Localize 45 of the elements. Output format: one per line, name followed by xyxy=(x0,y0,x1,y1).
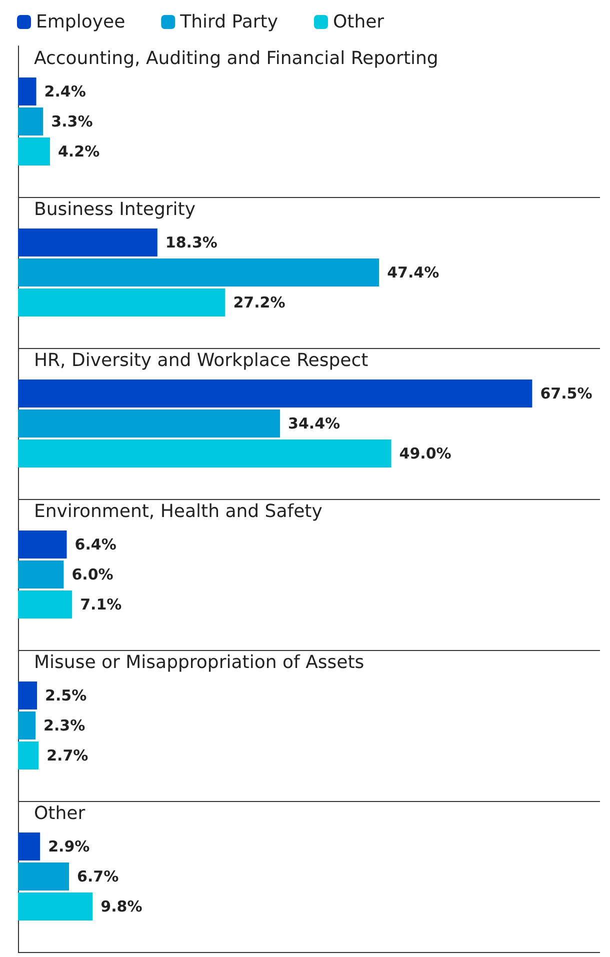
data-label: 7.1% xyxy=(80,595,122,614)
data-label: 27.2% xyxy=(233,293,286,312)
data-label: 4.2% xyxy=(58,142,100,160)
bar xyxy=(18,682,38,710)
bar xyxy=(18,712,36,740)
bar xyxy=(18,892,93,920)
bar xyxy=(18,741,39,770)
bar xyxy=(18,590,72,618)
bar xyxy=(18,108,44,136)
y-tick-label: Environment, Health and Safety xyxy=(34,501,323,522)
bar xyxy=(18,439,392,468)
bar xyxy=(18,258,380,286)
data-label: 2.3% xyxy=(44,716,86,734)
bar xyxy=(18,137,50,166)
data-label: 34.4% xyxy=(288,414,340,432)
y-tick-label: Business Integrity xyxy=(34,199,196,220)
data-label: 6.4% xyxy=(74,536,116,554)
y-tick-label: Other xyxy=(34,803,86,824)
data-label: 2.9% xyxy=(48,838,90,856)
bar xyxy=(18,560,64,588)
data-label: 2.4% xyxy=(44,82,86,101)
legend-label: Other xyxy=(332,12,385,32)
data-label: 18.3% xyxy=(165,234,218,252)
data-label: 47.4% xyxy=(387,264,440,282)
bar xyxy=(18,288,226,316)
y-tick-label: Accounting, Auditing and Financial Reporting xyxy=(34,48,438,69)
bar xyxy=(18,380,532,408)
bar xyxy=(18,410,280,438)
y-tick-label: HR, Diversity and Workplace Respect xyxy=(34,350,368,371)
bar xyxy=(18,862,70,890)
data-label: 67.5% xyxy=(540,384,592,403)
data-label: 9.8% xyxy=(100,897,142,916)
bar xyxy=(18,530,67,559)
bar xyxy=(18,832,40,861)
bar xyxy=(18,228,158,257)
data-label: 6.7% xyxy=(77,868,119,886)
data-label: 49.0% xyxy=(399,444,452,462)
data-label: 6.0% xyxy=(72,566,114,584)
y-tick-label: Misuse or Misappropriation of Assets xyxy=(34,652,364,673)
data-label: 2.5% xyxy=(45,686,87,705)
legend-label: Third Party xyxy=(179,12,278,32)
data-label: 3.3% xyxy=(51,112,93,130)
legend-label: Employee xyxy=(36,12,126,32)
bar xyxy=(18,78,36,106)
data-label: 2.7% xyxy=(46,746,88,764)
